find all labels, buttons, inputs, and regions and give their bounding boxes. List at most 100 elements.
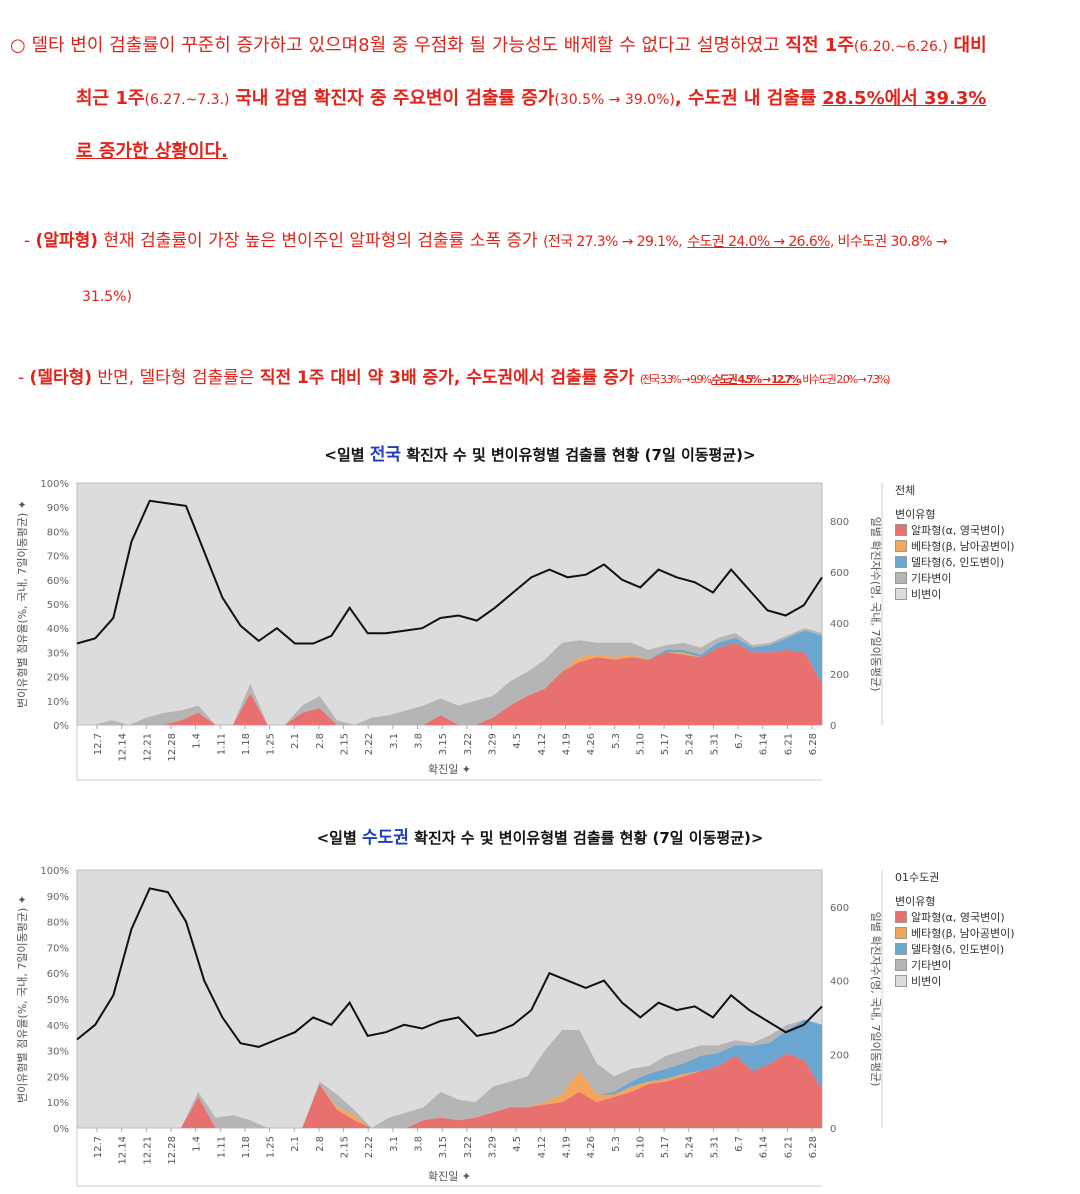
x-tick-label: 12.28 [167,733,178,762]
y-tick-label: 20% [47,673,69,684]
x-tick-label: 12.14 [118,733,129,762]
p2-label: (알파형) [35,231,99,251]
y-tick-label: 10% [47,1098,69,1109]
area-series-0 [77,1053,822,1128]
area-series-3 [77,1019,822,1128]
x-tick-label: 6.7 [734,733,745,749]
x-tick-label: 4.12 [537,733,548,755]
y-tick-label: 100% [40,479,69,490]
p2-text-3: 수도권 24.0% → 26.6% [687,234,830,250]
y2-axis-title: 일별 확진자수(명, 국내, 7일이동평균) [869,517,883,692]
x-tick-label: 4.26 [586,1136,597,1158]
legend-item-delta[interactable]: 델타형(δ, 인도변이) [895,554,1015,570]
p2-text-1: 현재 검출률이 가장 높은 변이주인 알파형의 검출률 소폭 증가 [103,231,538,251]
p3-text-2: 직전 1주 대비 약 3배 증가, 수도권에서 검출률 증가 [259,368,635,388]
chart-2-legend-title: 01수도권 [895,871,940,884]
y-tick-label: 90% [47,503,69,514]
y-tick-label: 60% [47,969,69,980]
x-tick-label: 3.22 [463,733,474,755]
legend-item-beta[interactable]: 베타형(β, 남아공변이) [895,538,1015,554]
x-tick-label: 4.19 [561,1136,572,1158]
legend-item-nonvariant[interactable]: 비변이 [895,973,1015,989]
y-tick-label: 0% [53,1124,69,1135]
x-tick-label: 4.5 [512,1136,523,1152]
x-tick-label: 12.14 [118,1136,129,1165]
x-tick-label: 1.18 [241,1136,252,1158]
x-tick-label: 3.29 [487,733,498,755]
x-tick-label: 5.3 [611,733,622,749]
y2-tick-label: 400 [830,619,849,630]
y2-tick-label: 600 [830,903,849,914]
x-tick-label: 5.3 [611,1136,622,1152]
legend-item-delta[interactable]: 델타형(δ, 인도변이) [895,941,1015,957]
daily-cases-line [76,499,823,645]
chart-1-legend: 전체 변이유형 알파형(α, 영국변이) 베타형(β, 남아공변이) 델타형(δ… [895,482,1015,602]
x-tick-label: 3.15 [438,733,449,755]
x-tick-label: 3.1 [389,733,400,749]
y-tick-label: 70% [47,552,69,563]
x-tick-label: 6.14 [759,733,770,755]
chart-1-legend-title: 전체 [895,484,916,497]
y2-tick-label: 0 [830,1124,836,1135]
chart-1-title: <일별 전국 확진자 수 및 변이유형별 검출률 현황 (7일 이동평균)> [0,440,1080,465]
paragraph-1-line-2: 최근 1주(6.27.~7.3.) 국내 감염 확진자 중 주요변이 검출률 증… [76,87,986,112]
x-tick-label: 4.5 [512,733,523,749]
chart-2-capital-area: 100% 90% 80% 70% 60% 50% 40% 30% 20% 10% 0% 600 400 2… [15,866,883,1187]
y-tick-label: 30% [47,648,69,659]
x-tick-label: 3.29 [487,1136,498,1158]
x-tick-label: 6.28 [808,1136,819,1158]
x-tick-label: 3.15 [438,1136,449,1158]
legend-label: 알파형(α, 영국변이) [911,911,1005,924]
x-tick-label: 3.1 [389,1136,400,1152]
y2-tick-label: 600 [830,568,849,579]
x-tick-label: 5.24 [685,1136,696,1158]
chart-2-title-post: 확진자 수 및 변이유형별 검출률 현황 (7일 이동평균)> [414,829,764,847]
circle-bullet: ○ [10,35,26,56]
x-tick-label: 2.8 [315,1136,326,1152]
daily-cases-line [76,887,823,1048]
x-tick-label: 12.21 [142,1136,153,1165]
x-axis-title: 확진일 ✦ [428,1169,471,1183]
x-tick-label: 5.10 [635,733,646,755]
x-tick-label: 1.11 [216,733,227,755]
y-tick-label: 60% [47,576,69,587]
legend-item-other[interactable]: 기타변이 [895,957,1015,973]
chart-2-title: <일별 수도권 확진자 수 및 변이유형별 검출률 현황 (7일 이동평균)> [0,823,1080,848]
y-tick-label: 100% [40,866,69,877]
y-tick-label: 50% [47,995,69,1006]
chart-2-legend-subtitle: 변이유형 [895,895,936,908]
p1-text-a: 델타 변이 검출률이 꾸준히 증가하고 있으며8월 중 우점화 될 가능성도 배… [31,35,780,56]
chart-1-title-post: 확진자 수 및 변이유형별 검출률 현황 (7일 이동평균)> [406,446,756,464]
x-tick-label: 2.15 [340,1136,351,1158]
x-tick-label: 2.15 [340,733,351,755]
y-tick-label: 10% [47,697,69,708]
paragraph-2-line-1: - (알파형) 현재 검출률이 가장 높은 변이주인 알파형의 검출률 소폭 증… [24,229,948,254]
y-tick-label: 40% [47,624,69,635]
p1-text-k: 로 증가한 상황이다. [76,141,228,162]
x-tick-label: 4.12 [537,1136,548,1158]
x-tick-label: 1.25 [266,1136,277,1158]
y2-tick-label: 400 [830,977,849,988]
x-tick-label: 1.18 [241,733,252,755]
legend-item-alpha[interactable]: 알파형(α, 영국변이) [895,909,1015,925]
y-tick-label: 80% [47,527,69,538]
x-tick-label: 4.26 [586,733,597,755]
x-tick-label: 6.14 [759,1136,770,1158]
p3-text-4: 수도권 4.5% → 12.7% [711,373,801,386]
x-tick-label: 12.21 [142,733,153,762]
x-tick-label: 6.28 [808,733,819,755]
p1-text-e: 최근 1주 [76,88,145,109]
x-tick-label: 2.22 [364,1136,375,1158]
chart-1-title-pre: <일별 [324,446,365,464]
x-tick-label: 5.31 [709,1136,720,1158]
legend-item-other[interactable]: 기타변이 [895,570,1015,586]
legend-label: 알파형(α, 영국변이) [911,524,1005,537]
p1-text-h: (30.5% → 39.0%) [554,92,675,108]
y2-tick-label: 800 [830,517,849,528]
legend-item-nonvariant[interactable]: 비변이 [895,586,1015,602]
legend-label: 델타형(δ, 인도변이) [911,556,1005,569]
legend-item-beta[interactable]: 베타형(β, 남아공변이) [895,925,1015,941]
legend-item-alpha[interactable]: 알파형(α, 영국변이) [895,522,1015,538]
y2-tick-label: 0 [830,721,836,732]
y-tick-label: 80% [47,918,69,929]
